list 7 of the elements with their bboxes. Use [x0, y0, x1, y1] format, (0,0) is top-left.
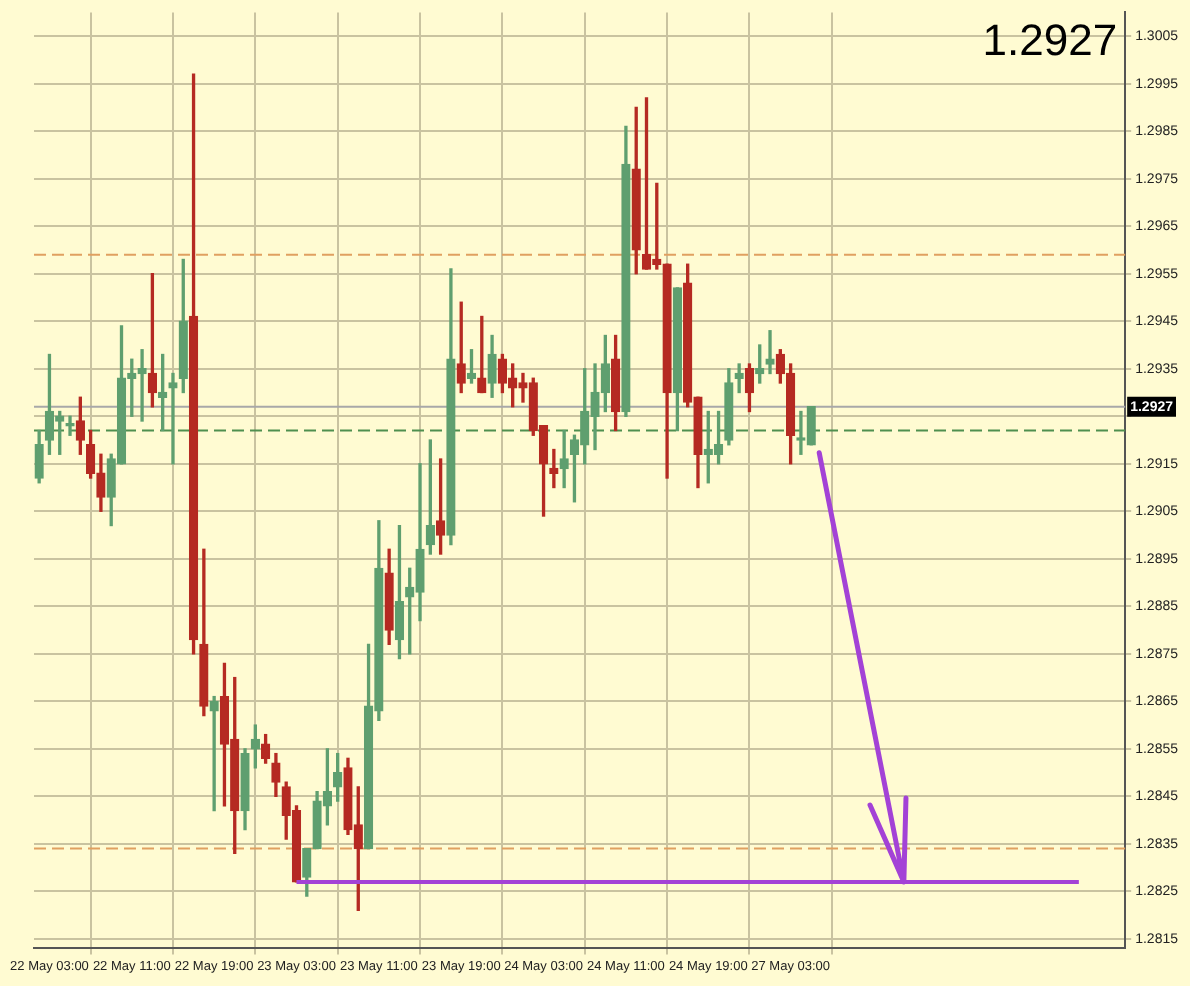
annotation: 1.2927	[982, 14, 1118, 65]
candlestick	[734, 363, 744, 394]
candlestick	[549, 448, 559, 489]
candlestick	[765, 330, 775, 375]
candlestick	[559, 429, 569, 489]
candlestick	[209, 695, 219, 812]
candlestick	[168, 372, 178, 465]
